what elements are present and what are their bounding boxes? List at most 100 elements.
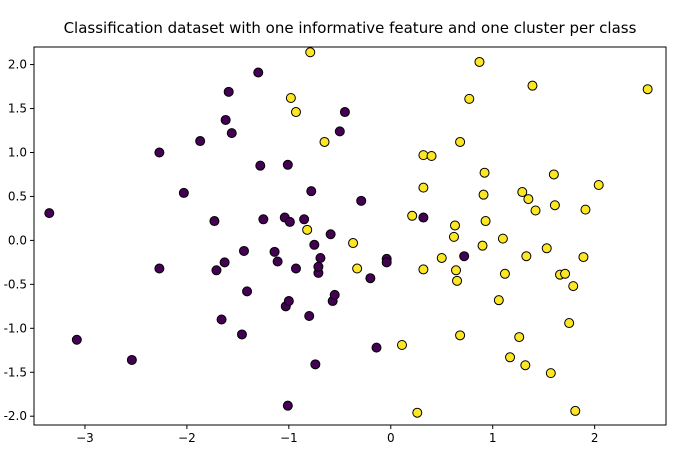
data-point-class-1: [302, 224, 313, 235]
data-point-class-1: [396, 340, 407, 351]
data-point-class-1: [418, 264, 429, 275]
data-point-class-0: [126, 354, 137, 365]
data-point-class-0: [313, 261, 324, 272]
y-tick-label: -0.5: [4, 277, 27, 291]
data-point-class-0: [309, 239, 320, 250]
data-point-class-1: [352, 263, 363, 274]
data-point-class-0: [381, 257, 392, 268]
y-tick-label: 2.0: [8, 58, 27, 72]
data-point-class-0: [282, 159, 293, 170]
data-point-class-1: [480, 216, 491, 227]
data-point-class-0: [71, 334, 82, 345]
x-tick-label: 1: [489, 431, 497, 445]
data-point-class-0: [284, 216, 295, 227]
data-point-class-1: [564, 318, 575, 329]
data-point-class-1: [290, 107, 301, 118]
data-point-class-1: [412, 407, 423, 418]
plot-frame: [33, 46, 667, 426]
data-point-class-1: [580, 204, 591, 215]
data-point-class-1: [642, 84, 653, 95]
data-point-class-0: [339, 107, 350, 118]
data-point-class-0: [238, 245, 249, 256]
data-point-class-1: [455, 330, 466, 341]
data-point-class-0: [258, 214, 269, 225]
data-point-class-1: [497, 233, 508, 244]
data-point-class-1: [348, 238, 359, 249]
data-point-class-0: [242, 286, 253, 297]
data-point-class-1: [478, 189, 489, 200]
data-point-class-1: [285, 92, 296, 103]
x-tick-label: −3: [76, 431, 94, 445]
data-point-class-0: [459, 251, 470, 262]
data-point-class-1: [426, 151, 437, 162]
data-point-class-1: [530, 205, 541, 216]
data-point-class-0: [418, 212, 429, 223]
data-point-class-0: [211, 265, 222, 276]
data-point-class-1: [593, 180, 604, 191]
data-point-class-1: [464, 93, 475, 104]
data-point-class-1: [568, 281, 579, 292]
chart-title: Classification dataset with one informat…: [63, 19, 637, 37]
data-point-class-0: [304, 310, 315, 321]
data-point-class-1: [549, 200, 560, 211]
data-point-class-0: [306, 186, 317, 197]
data-point-class-1: [548, 169, 559, 180]
data-point-class-1: [418, 150, 429, 161]
data-point-class-0: [315, 252, 326, 263]
data-point-class-1: [407, 210, 418, 221]
data-point-class-0: [178, 187, 189, 198]
data-point-class-1: [570, 405, 581, 416]
data-point-class-0: [371, 342, 382, 353]
data-point-class-0: [325, 229, 336, 240]
data-point-class-1: [578, 252, 589, 263]
data-point-class-0: [195, 136, 206, 147]
data-point-class-0: [220, 114, 231, 125]
data-point-class-1: [452, 275, 463, 286]
data-point-class-0: [334, 126, 345, 137]
data-point-class-1: [305, 47, 316, 58]
y-tick-label: -1.5: [4, 365, 27, 379]
data-point-class-1: [448, 231, 459, 242]
data-point-class-1: [505, 352, 516, 363]
data-point-class-0: [365, 273, 376, 284]
data-point-class-0: [216, 314, 227, 325]
data-point-class-1: [560, 268, 571, 279]
data-point-class-0: [209, 216, 220, 227]
data-point-class-0: [219, 257, 230, 268]
x-tick-label: 0: [387, 431, 395, 445]
data-point-class-1: [319, 136, 330, 147]
data-point-class-1: [520, 360, 531, 371]
data-point-class-0: [154, 263, 165, 274]
data-point-class-0: [223, 86, 234, 97]
x-tick-label: −2: [178, 431, 196, 445]
data-point-class-0: [310, 359, 321, 370]
data-point-class-1: [493, 295, 504, 306]
data-point-class-0: [299, 214, 310, 225]
data-point-class-1: [436, 252, 447, 263]
data-point-class-1: [474, 56, 485, 67]
data-point-class-0: [255, 160, 266, 171]
y-tick-label: 0.5: [8, 189, 27, 203]
data-point-class-1: [545, 368, 556, 379]
data-point-class-1: [455, 136, 466, 147]
y-tick-label: -2.0: [4, 409, 27, 423]
data-point-class-0: [154, 147, 165, 158]
data-point-class-1: [418, 182, 429, 193]
data-point-class-0: [44, 208, 55, 219]
x-tick-label: 2: [591, 431, 599, 445]
data-point-class-1: [499, 268, 510, 279]
y-tick-label: 1.5: [8, 102, 27, 116]
data-point-class-1: [479, 167, 490, 178]
data-point-class-0: [226, 128, 237, 139]
y-tick-label: 1.0: [8, 145, 27, 159]
data-point-class-1: [451, 265, 462, 276]
data-point-class-0: [283, 296, 294, 307]
y-tick-label: 0.0: [8, 233, 27, 247]
data-point-class-1: [541, 243, 552, 254]
data-point-class-0: [272, 256, 283, 267]
data-point-class-0: [269, 246, 280, 257]
data-point-class-0: [253, 67, 264, 78]
data-point-class-1: [521, 251, 532, 262]
